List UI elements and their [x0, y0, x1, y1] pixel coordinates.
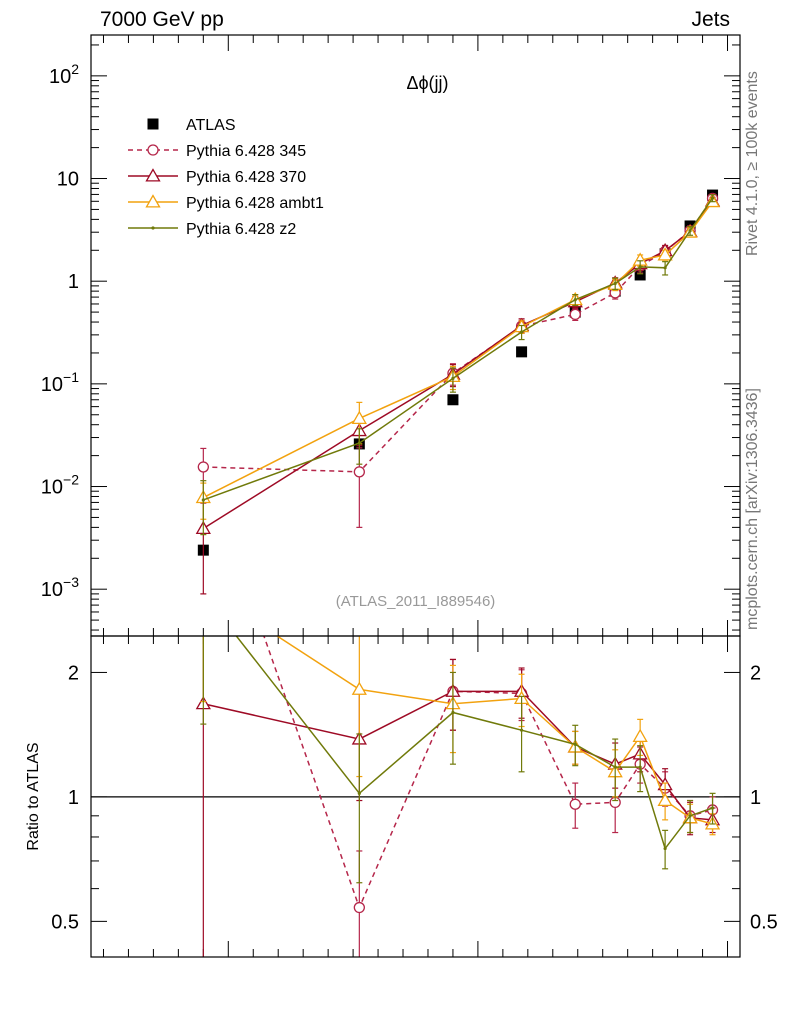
data-point — [573, 742, 577, 746]
legend-marker — [145, 194, 161, 208]
data-point — [569, 798, 581, 810]
main-plot-panel: 10−3 10−2 10−1 1 10 102 Δϕ(jj) (ATLAS_2011_I889… — [41, 34, 741, 637]
data-point — [516, 346, 528, 358]
data-point — [519, 330, 524, 334]
data-point — [638, 765, 642, 769]
series-line — [202, 201, 714, 499]
legend-label: Pythia 6.428 370 — [186, 169, 306, 186]
y-tick-label: 1 — [750, 787, 761, 809]
header-beam-label: 7000 GeV pp — [100, 8, 224, 31]
data-point — [451, 710, 455, 715]
y-tick-label: 10−2 — [41, 472, 79, 499]
legend-label: Pythia 6.428 345 — [186, 143, 306, 160]
legend-item: Pythia 6.428 370 — [128, 168, 306, 186]
data-point — [710, 196, 715, 200]
data-point — [634, 269, 646, 281]
y-tick-label: 10−1 — [41, 369, 79, 396]
data-point — [663, 266, 667, 270]
y-tick-label: 1 — [68, 787, 79, 809]
series-line — [203, 197, 714, 473]
y-axis-label: Ratio to ATLAS — [25, 742, 42, 850]
data-point — [638, 265, 642, 269]
data-layer — [195, 189, 721, 595]
data-point — [451, 376, 455, 381]
data-point — [688, 229, 692, 233]
legend-item: ATLAS — [147, 117, 236, 134]
data-point — [613, 765, 617, 769]
series-pythia-6-428-z2 — [200, 636, 716, 884]
legend-item: Pythia 6.428 z2 — [128, 221, 296, 238]
y-tick-label: 10−3 — [41, 574, 79, 601]
series-pythia-6-428-370 — [195, 636, 721, 957]
data-point — [357, 441, 361, 445]
legend-marker — [151, 226, 155, 230]
y-tick-label: 10 — [57, 169, 79, 191]
rivet-version-label: Rivet 4.1.0, ≥ 100k events — [744, 71, 761, 256]
data-point — [663, 846, 667, 851]
y-tick-label: 2 — [68, 662, 79, 684]
y-tick-label: 2 — [750, 662, 761, 684]
series-pythia-6-428-ambt1 — [195, 193, 721, 520]
y-tick-label: 102 — [49, 61, 79, 88]
legend-label: Pythia 6.428 z2 — [186, 221, 296, 238]
data-point — [657, 792, 673, 807]
data-point — [351, 410, 367, 425]
data-point — [447, 394, 459, 406]
data-point — [197, 461, 209, 473]
legend-item: Pythia 6.428 ambt1 — [128, 194, 324, 212]
data-point — [351, 681, 367, 695]
series-line — [263, 636, 713, 910]
panel-frame — [90, 635, 741, 958]
plot-title: Δϕ(jj) — [406, 73, 448, 93]
data-point — [201, 498, 205, 502]
legend-marker — [147, 118, 159, 130]
y-tick-label: 1 — [68, 271, 79, 293]
legend-label: ATLAS — [186, 117, 236, 134]
series-pythia-6-428-z2 — [200, 194, 716, 536]
series-line — [275, 636, 713, 825]
header-process-label: Jets — [691, 8, 730, 31]
series-line — [235, 636, 713, 851]
ratio-plot-panel: 0.5 0.5 1 1 2 2 Ratio to ATLAS — [25, 635, 778, 958]
source-label: mcplots.cern.ch [arXiv:1306.3436] — [744, 388, 761, 630]
data-point — [357, 791, 361, 795]
y-tick-label: 0.5 — [750, 911, 778, 933]
legend-item: Pythia 6.428 345 — [128, 143, 306, 160]
data-point — [632, 728, 648, 743]
legend: ATLAS Pythia 6.428 345 Pythia 6.428 370 Pyt… — [128, 117, 324, 238]
series-line — [202, 200, 714, 530]
data-point — [569, 308, 581, 321]
y-tick-label: 0.5 — [51, 911, 79, 933]
data-point — [573, 298, 577, 302]
data-point — [353, 901, 365, 914]
data-point — [519, 728, 524, 732]
data-point — [353, 466, 365, 478]
data-point — [613, 281, 617, 286]
data-point — [688, 814, 692, 818]
data-layer — [195, 636, 721, 957]
legend-label: Pythia 6.428 ambt1 — [186, 195, 324, 212]
data-point — [710, 806, 715, 810]
legend-marker — [147, 144, 159, 156]
series-line — [203, 197, 714, 501]
legend-marker — [145, 168, 161, 182]
analysis-label: (ATLAS_2011_I889546) — [336, 593, 496, 610]
data-point — [657, 247, 673, 261]
series-pythia-6-428-345 — [197, 192, 719, 528]
